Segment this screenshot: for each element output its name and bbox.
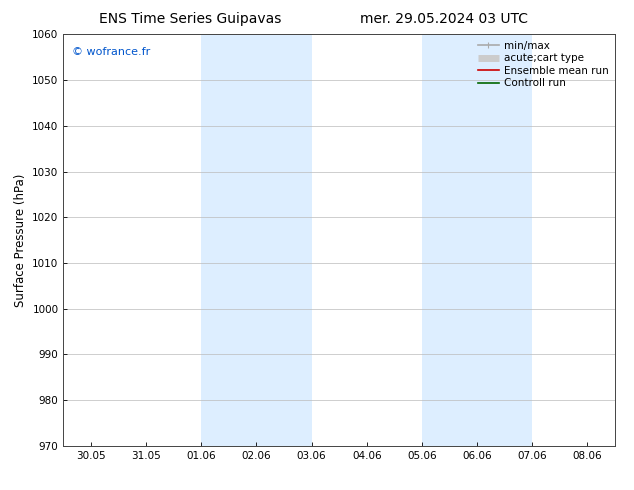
Bar — [422, 34, 533, 446]
Text: mer. 29.05.2024 03 UTC: mer. 29.05.2024 03 UTC — [360, 12, 527, 26]
Bar — [202, 34, 312, 446]
Y-axis label: Surface Pressure (hPa): Surface Pressure (hPa) — [14, 173, 27, 307]
Text: ENS Time Series Guipavas: ENS Time Series Guipavas — [99, 12, 281, 26]
Legend: min/max, acute;cart type, Ensemble mean run, Controll run: min/max, acute;cart type, Ensemble mean … — [475, 37, 612, 92]
Text: © wofrance.fr: © wofrance.fr — [72, 47, 150, 57]
